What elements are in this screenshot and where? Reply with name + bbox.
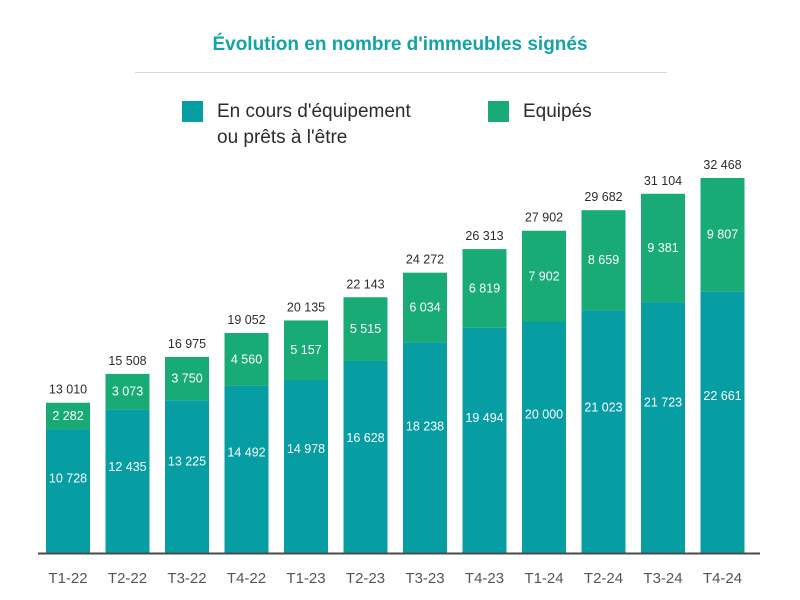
data-label-total: 32 468: [703, 158, 741, 172]
bar-segment-equipes: [641, 193, 685, 303]
bar-segment-equipes: [522, 230, 566, 323]
bar-segment-en-cours: [403, 342, 447, 553]
data-label-total: 31 104: [644, 174, 682, 188]
data-label-total: 29 682: [584, 190, 622, 204]
data-label-total: 27 902: [525, 211, 563, 225]
legend-swatch-en-cours: [182, 101, 203, 122]
data-label-en-cours: 13 225: [168, 454, 206, 468]
data-label-en-cours: 22 661: [703, 389, 741, 403]
legend-label-en-cours: En cours d'équipement ou prêts à l'être: [217, 99, 457, 151]
legend-item-equipes: Equipés: [488, 99, 592, 125]
legend-item-en-cours: En cours d'équipement ou prêts à l'être: [182, 99, 457, 151]
bar-segment-en-cours: [700, 291, 745, 553]
bar-segment-en-cours: [641, 302, 685, 553]
data-label-equipes: 8 659: [588, 253, 619, 267]
bar-segment-en-cours: [522, 322, 566, 553]
data-label-total: 22 143: [346, 277, 384, 291]
title-divider: [135, 72, 667, 73]
data-label-total: 15 508: [108, 354, 146, 368]
data-label-equipes: 4 560: [231, 352, 262, 366]
bar-segment-equipes: [343, 297, 388, 361]
data-label-total: 24 272: [406, 253, 444, 267]
x-tick-label: T1-24: [524, 570, 563, 587]
bar-segment-en-cours: [105, 409, 150, 553]
data-label-equipes: 3 073: [112, 385, 143, 399]
x-tick-label: T2-23: [346, 570, 385, 587]
bar-segment-en-cours: [165, 400, 209, 553]
bar-segment-equipes: [581, 210, 626, 311]
bar-segment-equipes: [462, 249, 507, 328]
bar-segment-equipes: [700, 178, 745, 292]
data-label-en-cours: 10 728: [49, 472, 87, 486]
data-label-equipes: 2 282: [52, 409, 83, 423]
x-tick-label: T4-24: [703, 570, 742, 587]
x-tick-label: T1-22: [48, 570, 87, 587]
chart-title: Évolution en nombre d'immeubles signés: [212, 34, 588, 55]
data-label-total: 16 975: [168, 337, 206, 351]
x-tick-label: T4-23: [465, 570, 504, 587]
data-label-en-cours: 16 628: [346, 431, 384, 445]
x-tick-label: T2-22: [108, 570, 147, 587]
bar-segment-equipes: [284, 320, 328, 381]
data-label-total: 19 052: [227, 313, 265, 327]
x-tick-label: T3-23: [405, 570, 444, 587]
data-label-equipes: 5 157: [290, 343, 321, 357]
data-label-equipes: 9 807: [707, 228, 738, 242]
data-label-en-cours: 21 023: [584, 400, 622, 414]
legend-label-line-1: En cours d'équipement: [217, 101, 411, 122]
data-label-equipes: 6 819: [469, 281, 500, 295]
x-tick-label: T4-22: [227, 570, 266, 587]
bar-segment-equipes: [403, 272, 447, 343]
data-label-total: 26 313: [465, 229, 503, 243]
data-label-equipes: 5 515: [350, 322, 381, 336]
bar-segment-en-cours: [224, 385, 269, 553]
x-tick-label: T1-23: [286, 570, 325, 587]
bar-segment-equipes: [165, 356, 209, 401]
data-label-equipes: 7 902: [528, 269, 559, 283]
x-tick-label: T3-24: [643, 570, 682, 587]
bar-segment-en-cours: [284, 380, 328, 553]
data-label-en-cours: 19 494: [465, 411, 503, 425]
x-tick-label: T2-24: [584, 570, 623, 587]
data-label-en-cours: 14 978: [287, 442, 325, 456]
data-label-en-cours: 14 492: [227, 446, 265, 460]
data-label-en-cours: 18 238: [406, 420, 444, 434]
data-label-total: 13 010: [49, 383, 87, 397]
data-label-total: 20 135: [287, 300, 325, 314]
data-label-equipes: 9 381: [647, 241, 678, 255]
data-label-equipes: 3 750: [171, 372, 202, 386]
legend-label-equipes: Equipés: [523, 101, 592, 122]
bar-segment-equipes: [105, 373, 150, 410]
legend-swatch-equipes: [488, 101, 509, 122]
x-tick-label: T3-22: [167, 570, 206, 587]
data-label-equipes: 6 034: [409, 301, 440, 315]
bar-segment-en-cours: [343, 360, 388, 553]
bar-segment-equipes: [224, 332, 269, 386]
bar-segment-en-cours: [46, 429, 90, 553]
bar-segment-en-cours: [581, 310, 626, 553]
data-label-en-cours: 12 435: [108, 460, 146, 474]
bar-segment-en-cours: [462, 327, 507, 553]
data-label-en-cours: 20 000: [525, 407, 563, 421]
legend-label-line-2: ou prêts à l'être: [217, 127, 348, 148]
bar-segment-equipes: [46, 402, 90, 430]
data-label-en-cours: 21 723: [644, 395, 682, 409]
